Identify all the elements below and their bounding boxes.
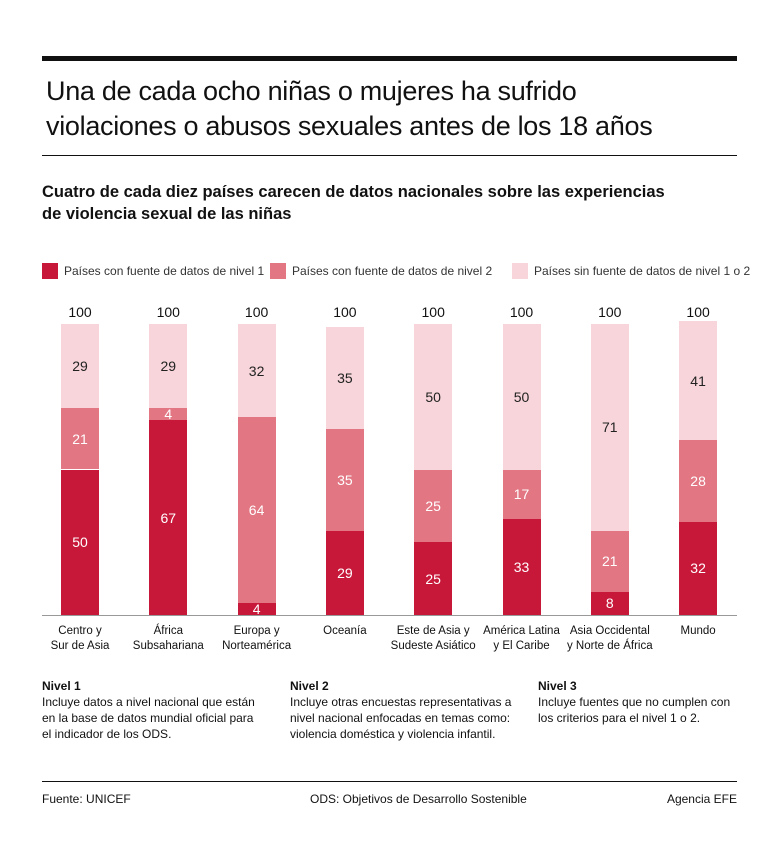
total-label: 100 xyxy=(156,304,180,320)
legend-label: Países con fuente de datos de nivel 2 xyxy=(292,264,493,278)
note-title: Nivel 3 xyxy=(538,679,577,693)
x-tick-label: Centro y Sur de Asia xyxy=(50,625,110,652)
bar-segment xyxy=(679,321,718,441)
total-label: 100 xyxy=(598,304,622,320)
bar-segment xyxy=(325,326,364,429)
note-title: Nivel 2 xyxy=(290,679,329,693)
baseline xyxy=(42,615,737,616)
x-tick-label: Mundo xyxy=(680,625,716,637)
bar-segment xyxy=(237,603,276,615)
x-tick-label: América Latina y El Caribe xyxy=(483,625,560,652)
bar-segment xyxy=(237,324,276,418)
bar-segment xyxy=(61,469,99,615)
legend-label: Países con fuente de datos de nivel 1 xyxy=(64,264,265,278)
value-label: 21 xyxy=(72,430,88,447)
legend-swatch xyxy=(270,263,286,279)
total-label: 100 xyxy=(421,304,445,320)
bar-segment xyxy=(590,591,629,615)
bar-segment xyxy=(325,530,364,615)
bar-segment xyxy=(679,440,718,522)
total-label: 100 xyxy=(68,304,92,320)
bar-segment xyxy=(149,420,188,615)
legend-item: Países con fuente de datos de nivel 2 xyxy=(270,263,492,279)
bar-segment xyxy=(414,542,453,615)
total-label: 100 xyxy=(244,304,269,320)
x-tick-label: Este de Asia y Sudeste Asiático xyxy=(390,625,476,652)
bar-segment xyxy=(149,324,188,409)
note-text: Incluye otras encuestas representativas … xyxy=(290,695,512,741)
x-tick-label: Asia Occidental y Norte de África xyxy=(566,625,653,652)
bar-segment xyxy=(590,530,629,592)
footer-rule xyxy=(42,781,737,782)
bar-segment xyxy=(590,324,629,531)
value-label: 50 xyxy=(72,534,88,551)
value-label: 21 xyxy=(602,553,618,570)
value-label: 35 xyxy=(337,471,353,488)
legend-swatch xyxy=(42,263,58,279)
value-label: 50 xyxy=(513,388,530,405)
top-rule xyxy=(42,56,737,61)
bar-segment xyxy=(325,428,364,531)
value-label: 32 xyxy=(248,362,265,379)
abbreviation: ODS: Objetivos de Desarrollo Sostenible xyxy=(310,792,527,806)
legend-item: Países sin fuente de datos de nivel 1 o … xyxy=(512,263,750,279)
legend-item: Países con fuente de datos de nivel 1 xyxy=(42,263,264,279)
value-label: 32 xyxy=(690,560,706,577)
note-text: Incluye datos a nivel nacional que están… xyxy=(42,695,255,741)
value-label: 4 xyxy=(252,601,261,618)
value-label: 8 xyxy=(605,595,614,612)
value-label: 50 xyxy=(425,388,441,405)
total-label: 100 xyxy=(686,304,710,320)
x-tick-label: África Subsahariana xyxy=(132,625,204,652)
bar-segment xyxy=(61,324,99,409)
value-label: 35 xyxy=(337,369,353,386)
bar-segment xyxy=(237,417,276,604)
value-label: 64 xyxy=(248,502,265,519)
chart-subtitle: Cuatro de cada diez países carecen de da… xyxy=(42,183,665,223)
value-label: 25 xyxy=(425,497,441,514)
value-label: 33 xyxy=(513,558,530,575)
chart-title: Una de cada ocho niñas o mujeres ha sufr… xyxy=(46,76,653,141)
bar-segment xyxy=(502,469,541,519)
bar-segment xyxy=(61,408,99,470)
value-label: 29 xyxy=(160,358,177,375)
agency: Agencia EFE xyxy=(666,792,737,806)
note-text: Incluye fuentes que no cumplen con los c… xyxy=(538,695,731,725)
value-label: 4 xyxy=(164,406,173,423)
bar-segment xyxy=(149,408,188,420)
note-title: Nivel 1 xyxy=(42,679,81,693)
value-label: 17 xyxy=(513,486,530,503)
total-label: 100 xyxy=(333,304,357,320)
value-label: 29 xyxy=(72,358,88,375)
legend-label: Países sin fuente de datos de nivel 1 o … xyxy=(534,264,751,278)
x-tick-label: Europa y Norteamérica xyxy=(222,625,292,652)
value-label: 67 xyxy=(160,509,177,526)
title-rule xyxy=(42,155,737,156)
bar-segment xyxy=(414,469,453,543)
bar-segment xyxy=(414,324,453,470)
value-label: 41 xyxy=(690,372,706,389)
value-label: 29 xyxy=(337,564,353,581)
value-label: 71 xyxy=(602,419,618,436)
source: Fuente: UNICEF xyxy=(42,792,131,806)
legend-swatch xyxy=(512,263,528,279)
total-label: 100 xyxy=(509,304,534,320)
value-label: 25 xyxy=(425,570,441,587)
bar-segment xyxy=(679,521,718,615)
bar-segment xyxy=(502,324,541,470)
value-label: 28 xyxy=(690,473,706,490)
bar-segment xyxy=(502,518,541,615)
x-tick-label: Oceanía xyxy=(323,625,367,637)
